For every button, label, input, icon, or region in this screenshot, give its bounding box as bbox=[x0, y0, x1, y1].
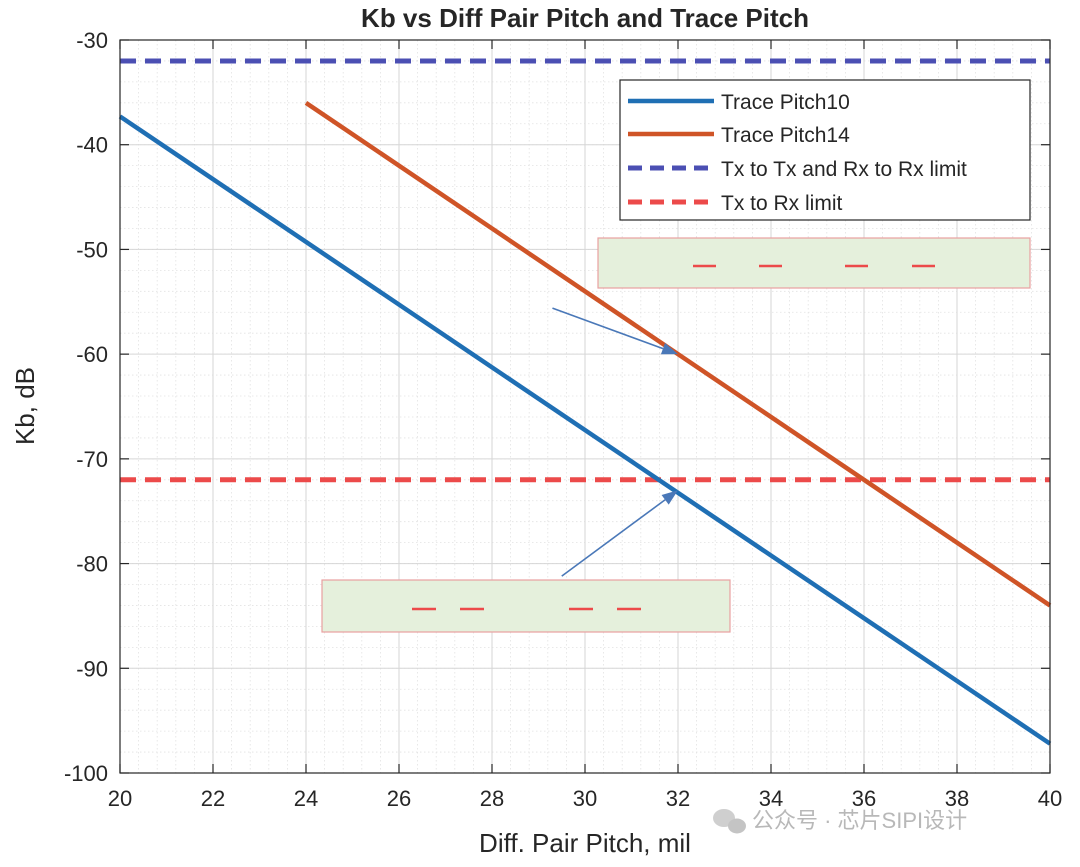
legend-item-trace-pitch10: Trace Pitch10 bbox=[628, 91, 850, 114]
svg-text:Tx to Rx limit: Tx to Rx limit bbox=[721, 192, 843, 215]
x-tick-label: 40 bbox=[1038, 786, 1062, 811]
x-axis-label: Diff. Pair Pitch, mil bbox=[479, 828, 691, 858]
svg-text:Trace Pitch14: Trace Pitch14 bbox=[721, 124, 850, 147]
svg-text:Trace Pitch10: Trace Pitch10 bbox=[721, 91, 850, 114]
legend-item-tx-tx-limit: Tx to Tx and Rx to Rx limit bbox=[628, 158, 967, 181]
legend-box bbox=[619, 79, 1031, 221]
svg-text:Tx to Tx and Rx to Rx limit: Tx to Tx and Rx to Rx limit bbox=[721, 158, 967, 181]
y-axis-ticks: -30 -40 -50 -60 -70 -80 -90 -100 bbox=[64, 28, 1050, 786]
x-tick-label: 28 bbox=[480, 786, 504, 811]
y-tick-label: -30 bbox=[76, 28, 108, 53]
series-line-trace-pitch10 bbox=[118, 114, 1052, 746]
annotation-box-upper bbox=[597, 237, 1031, 289]
legend: Trace Pitch10 Trace Pitch14 Tx to Tx and… bbox=[619, 79, 1031, 221]
annotation-arrows bbox=[552, 307, 678, 577]
y-tick-label: -100 bbox=[64, 761, 108, 786]
x-tick-label: 30 bbox=[573, 786, 597, 811]
y-tick-label: -60 bbox=[76, 342, 108, 367]
arrow-line bbox=[552, 307, 664, 350]
arrow-head bbox=[661, 490, 678, 505]
x-axis-ticks: 20 22 24 26 28 30 32 34 36 38 40 bbox=[108, 40, 1062, 811]
chart-title: Kb vs Diff Pair Pitch and Trace Pitch bbox=[361, 3, 809, 33]
wechat-icon bbox=[713, 809, 746, 834]
legend-item-tx-rx-limit: Tx to Rx limit bbox=[628, 192, 843, 215]
x-tick-label: 34 bbox=[759, 786, 783, 811]
x-tick-label: 32 bbox=[666, 786, 690, 811]
y-tick-label: -70 bbox=[76, 447, 108, 472]
y-tick-label: -80 bbox=[76, 552, 108, 577]
watermark-text: 公众号 · 芯片SIPI设计 bbox=[752, 808, 967, 833]
arrow-line bbox=[561, 499, 666, 577]
x-tick-label: 20 bbox=[108, 786, 132, 811]
x-tick-label: 22 bbox=[201, 786, 225, 811]
arrow-head bbox=[660, 342, 678, 355]
watermark: 公众号 · 芯片SIPI设计 bbox=[713, 808, 967, 834]
y-tick-label: -40 bbox=[76, 133, 108, 158]
x-tick-label: 38 bbox=[945, 786, 969, 811]
x-tick-label: 36 bbox=[852, 786, 876, 811]
x-tick-label: 24 bbox=[294, 786, 318, 811]
annotation-box-lower bbox=[321, 579, 731, 633]
y-tick-label: -90 bbox=[76, 656, 108, 681]
y-tick-label: -50 bbox=[76, 237, 108, 262]
legend-item-trace-pitch14: Trace Pitch14 bbox=[628, 124, 850, 147]
x-tick-label: 26 bbox=[387, 786, 411, 811]
y-axis-label: Kb, dB bbox=[10, 367, 40, 445]
